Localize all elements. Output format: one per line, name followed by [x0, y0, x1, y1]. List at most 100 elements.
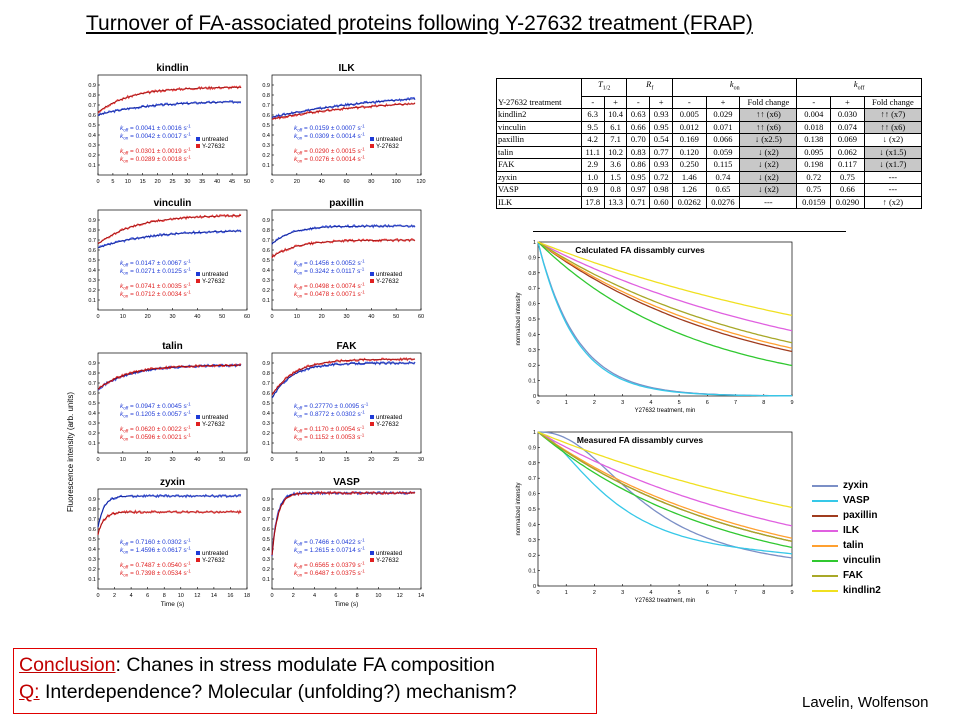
table-cell: 0.60 — [649, 195, 674, 209]
table-cell: 7.1 — [603, 133, 628, 147]
fit-untreated — [271, 362, 415, 399]
x-tick-label: 5 — [678, 400, 681, 406]
legend-swatch-untreated — [196, 415, 200, 419]
y-tick-label: 0.2 — [88, 431, 96, 437]
x-tick-label: 40 — [368, 314, 374, 320]
y-tick-label: 0.8 — [262, 371, 270, 377]
y-tick-label: 0.7 — [88, 238, 96, 244]
table-cell: 0.54 — [649, 133, 674, 147]
table-cell: 1.26 — [672, 183, 707, 197]
kon-treated: kon = 0.0712 ± 0.0034 s-1 — [120, 290, 191, 299]
frap-plot-fak: FAK 0.1 0.2 0.3 0.4 0.5 0.6 0.7 0.8 0.9 0 5 10 15 20 25… — [262, 341, 424, 463]
table-cell: 0.71 — [626, 195, 651, 209]
y-tick-label: 0.7 — [262, 381, 270, 387]
koff-treated: koff = 0.0290 ± 0.0015 s-1 — [294, 147, 365, 156]
y-tick-label: 0.1 — [528, 569, 536, 575]
table-cell: 0.74 — [705, 170, 741, 185]
x-tick-label: 20 — [294, 179, 300, 185]
y-tick-label: 0.9 — [262, 497, 270, 503]
y-tick-label: 0.9 — [88, 83, 96, 89]
sign-cell: + — [830, 95, 865, 110]
y-tick-label: 0.1 — [88, 441, 96, 447]
legend-swatch-untreated — [370, 272, 374, 276]
y-tick-label: 0.5 — [262, 401, 270, 407]
y-tick-label: 0.2 — [88, 288, 96, 294]
y-tick-label: 0.7 — [88, 517, 96, 523]
fit-y-27632 — [97, 87, 242, 113]
koff-untreated: koff = 0.1456 ± 0.0052 s-1 — [294, 259, 365, 268]
dissambly-legend: zyxin VASP paxillin ILK talin vinculin FAK kind… — [812, 478, 881, 598]
y-tick-label: 0.9 — [88, 497, 96, 503]
column-group-header: Rf — [626, 78, 674, 97]
panel-title: ILK — [338, 63, 355, 74]
y-tick-label: 0.8 — [88, 507, 96, 513]
table-cell: 1.46 — [672, 170, 707, 185]
y-tick-label: 0.7 — [262, 103, 270, 109]
legend-swatch-treated — [370, 422, 374, 426]
table-cell: 0.095 — [796, 145, 832, 160]
fit-untreated — [271, 98, 416, 118]
y-tick-label: 0.4 — [88, 268, 96, 274]
x-tick-label: 0 — [270, 179, 273, 185]
table-cell: 4.2 — [580, 133, 605, 147]
x-tick-label: 30 — [184, 179, 190, 185]
x-tick-label: 10 — [120, 457, 126, 463]
table-cell: 0.0290 — [830, 195, 865, 209]
y-tick-label: 0.1 — [262, 163, 270, 169]
table-cell: 6.1 — [603, 120, 628, 135]
row-protein: VASP — [496, 183, 582, 197]
x-tick-label: 9 — [790, 400, 793, 406]
x-tick-label: 20 — [145, 457, 151, 463]
x-tick-label: 100 — [392, 179, 401, 185]
table-cell: ↓ (x2) — [739, 145, 798, 160]
legend-swatch — [812, 544, 838, 547]
table-cell: 0.018 — [796, 120, 832, 135]
legend-entry: VASP — [812, 493, 881, 508]
y-tick-label: 0.6 — [88, 113, 96, 119]
table-cell: 13.3 — [603, 195, 628, 209]
curve-kindlin2 — [537, 241, 793, 317]
fit-untreated — [97, 495, 241, 528]
legend-treated: Y-27632 — [202, 278, 225, 285]
kon-untreated: kon = 0.1205 ± 0.0057 s-1 — [120, 410, 191, 419]
table-cell: ↓ (x2) — [863, 133, 923, 147]
x-tick-label: 60 — [418, 314, 424, 320]
table-cell: 0.071 — [705, 120, 741, 135]
table-cell: ↓ (x2) — [739, 170, 798, 185]
table-cell: ↓ (x1.7) — [863, 158, 923, 172]
table-cell: 0.005 — [672, 108, 707, 122]
legend-label: ILK — [843, 525, 860, 536]
panel-title: FAK — [337, 341, 358, 352]
y-tick-label: 0.9 — [262, 83, 270, 89]
frap-plot-talin: talin 0.1 0.2 0.3 0.4 0.5 0.6 0.7 0.8 0.9 0 10 20 30 4… — [88, 341, 250, 463]
legend-untreated: untreated — [376, 271, 403, 278]
table-cell: 0.0262 — [672, 195, 707, 209]
y-tick-label: 0.8 — [528, 271, 536, 277]
curve-fak — [537, 241, 793, 344]
legend-swatch — [812, 484, 838, 487]
row-protein: FAK — [496, 158, 582, 172]
legend-entry: ILK — [812, 523, 881, 538]
sign-cell: + — [705, 95, 741, 110]
y-tick-label: 0.1 — [88, 577, 96, 583]
table-cell: 0.120 — [672, 145, 707, 160]
y-tick-label: 0.6 — [262, 113, 270, 119]
x-tick-label: 20 — [145, 314, 151, 320]
table-cell: 0.95 — [626, 170, 651, 185]
y-tick-label: 0.4 — [262, 411, 270, 417]
y-tick-label: 0.2 — [262, 153, 270, 159]
x-tick-label: 0 — [536, 400, 539, 406]
x-tick-label: 0 — [96, 457, 99, 463]
table-cell: 0.004 — [796, 108, 832, 122]
x-tick-label: 8 — [762, 400, 765, 406]
conclusion-box: Conclusion: Chanes in stress modulate FA… — [13, 648, 597, 714]
koff-untreated: koff = 0.7466 ± 0.0422 s-1 — [294, 538, 365, 547]
measured-dissambly-chart: Measured FA dissambly curves 0 1 2 3 4 5 6 7 8 9 0 0… — [516, 430, 794, 604]
table-cell: --- — [739, 195, 798, 209]
x-tick-label: 5 — [111, 179, 114, 185]
kon-untreated: kon = 0.8772 ± 0.0302 s-1 — [294, 410, 365, 419]
frap-plot-paxillin: paxillin 0.1 0.2 0.3 0.4 0.5 0.6 0.7 0.8 0.9 0 10 20… — [262, 198, 424, 320]
y-tick-label: 0.5 — [88, 537, 96, 543]
legend-label: paxillin — [843, 510, 878, 521]
koff-treated: koff = 0.7487 ± 0.0540 s-1 — [120, 561, 191, 570]
